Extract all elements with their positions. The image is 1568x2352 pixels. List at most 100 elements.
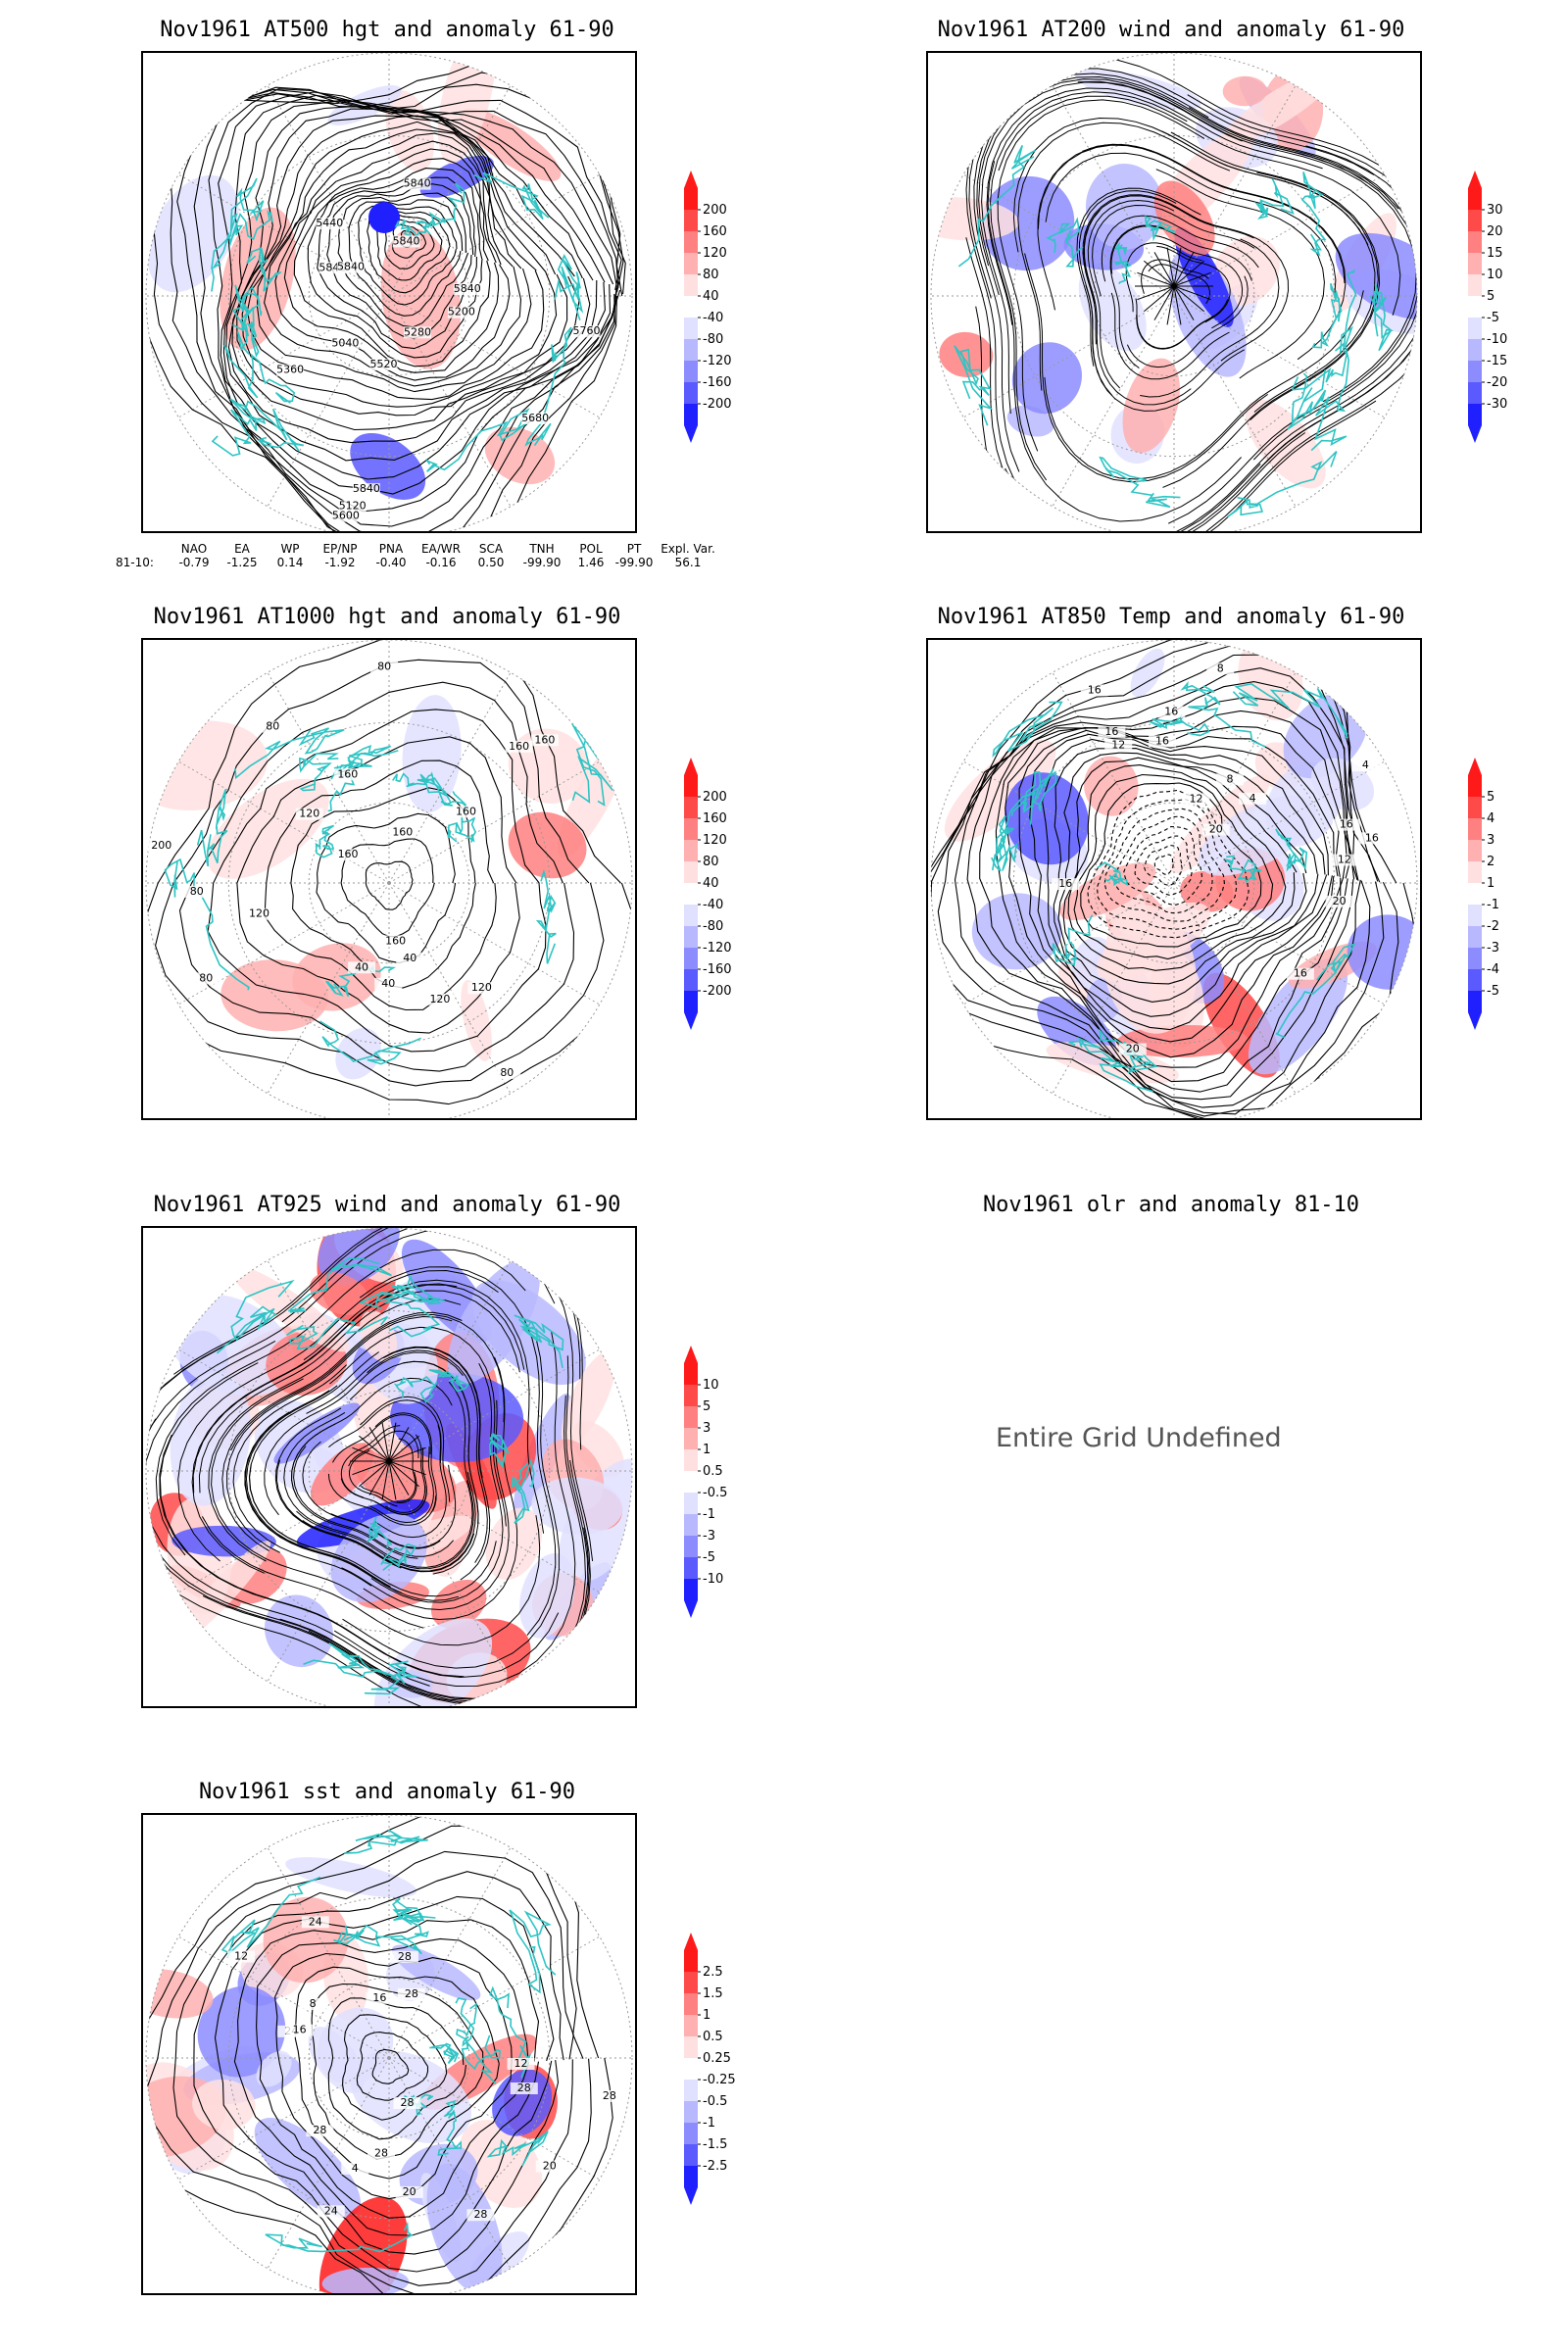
contour-line bbox=[1053, 748, 1319, 1017]
colorbar-segment bbox=[684, 775, 698, 797]
streamline bbox=[1155, 169, 1325, 379]
contour-label-bg bbox=[1052, 878, 1080, 891]
colorbar-tick-label: 2 bbox=[1487, 855, 1494, 869]
colorbar-tick-label: -5 bbox=[1487, 984, 1499, 999]
coastline bbox=[211, 177, 265, 292]
contour-label: 16 bbox=[1340, 818, 1353, 831]
colorbar-segment bbox=[684, 2123, 698, 2144]
colorbar-bottom-arrow bbox=[684, 1600, 698, 1618]
coastline bbox=[455, 1997, 477, 2047]
coastline bbox=[212, 210, 273, 270]
contour-label: 28 bbox=[400, 2096, 414, 2109]
coastline bbox=[1227, 451, 1338, 518]
streamline bbox=[1125, 242, 1202, 313]
colorbar-segment bbox=[684, 926, 698, 948]
contour-label-bg bbox=[341, 2162, 369, 2175]
colorbar-tick-label: -15 bbox=[1487, 354, 1507, 368]
contour-label-bg bbox=[403, 177, 431, 190]
colorbar-bottom-arrow bbox=[684, 1012, 698, 1030]
coastline bbox=[1097, 861, 1128, 887]
coastline bbox=[1291, 269, 1357, 391]
contour-label-bg bbox=[397, 1987, 425, 2000]
contour-label: 80 bbox=[500, 1066, 514, 1079]
anomaly-shading bbox=[220, 207, 296, 351]
streamline bbox=[1164, 201, 1290, 362]
contour-line bbox=[340, 838, 435, 938]
colorbar-tick-label: -4 bbox=[1487, 962, 1499, 977]
coastline bbox=[364, 1660, 417, 1695]
streamline bbox=[328, 1399, 442, 1463]
contour-label-bg bbox=[1357, 832, 1386, 845]
panel-title-at925: Nov1961 AT925 wind and anomaly 61-90 bbox=[153, 1193, 621, 1217]
contour-label-bg bbox=[338, 500, 367, 513]
contour-line bbox=[316, 812, 457, 964]
contour-label-bg bbox=[466, 2209, 495, 2222]
anomaly-shading bbox=[1059, 862, 1156, 921]
streamline bbox=[981, 81, 1243, 415]
coastline bbox=[315, 824, 335, 858]
contour-label-bg bbox=[369, 359, 398, 371]
streamline bbox=[383, 1381, 474, 1570]
streamline bbox=[1082, 143, 1347, 361]
contour-label: 16 bbox=[293, 2024, 307, 2036]
contour-label: 8 bbox=[1217, 662, 1224, 674]
colorbar-tick-label: 40 bbox=[703, 289, 719, 304]
colorbar-tick-label: -30 bbox=[1487, 397, 1507, 412]
colorbar-segment bbox=[1468, 404, 1482, 425]
contour-line bbox=[311, 1983, 485, 2160]
contour-label: 24 bbox=[324, 2204, 338, 2217]
streamline bbox=[329, 1326, 507, 1527]
streamline bbox=[177, 1269, 499, 1562]
contour-label: 20 bbox=[1209, 823, 1223, 836]
streamline bbox=[1162, 172, 1379, 488]
contour-label-bg bbox=[331, 337, 360, 350]
contour-label-bg bbox=[331, 510, 360, 522]
colorbar-tick-label: 0.25 bbox=[703, 2051, 731, 2066]
coastline bbox=[234, 400, 304, 452]
anomaly-shading bbox=[1335, 232, 1417, 320]
colorbar-segment bbox=[1468, 991, 1482, 1012]
colorbar-tick-label: -1 bbox=[1487, 898, 1499, 912]
coastline bbox=[325, 964, 397, 998]
streamline bbox=[1135, 298, 1214, 350]
streamline bbox=[173, 1228, 583, 1450]
contour-line bbox=[326, 183, 474, 339]
low-center-anomaly bbox=[368, 202, 400, 233]
colorbar-top-arrow bbox=[1468, 171, 1482, 188]
colorbar-segment bbox=[684, 188, 698, 210]
coastline bbox=[393, 1375, 438, 1403]
contour-line bbox=[264, 132, 522, 387]
streamline bbox=[230, 1313, 505, 1451]
colorbar-tick-label: 5 bbox=[1487, 790, 1494, 805]
index-header: WP bbox=[280, 542, 300, 556]
contour-line bbox=[227, 106, 591, 444]
pole-convergence bbox=[350, 1422, 428, 1500]
colorbar-tick-label: 0.5 bbox=[703, 1464, 723, 1479]
index-value: -99.90 bbox=[614, 556, 654, 569]
anomaly-shading bbox=[485, 1507, 543, 1581]
streamline bbox=[968, 68, 1375, 299]
colorbar-segment bbox=[684, 296, 698, 318]
anomaly-shading bbox=[1046, 1042, 1179, 1084]
contour-line bbox=[1067, 764, 1287, 971]
map-at1000: 80 120 160 80 160 40 40 160 200 120 40 80 160 160 120 1… bbox=[141, 638, 637, 1120]
contour-label: 5120 bbox=[339, 500, 367, 513]
streamline bbox=[987, 161, 1242, 522]
colorbar-segment bbox=[684, 2058, 698, 2080]
colorbar-segment bbox=[684, 1428, 698, 1449]
colorbar-segment bbox=[1468, 775, 1482, 797]
coastline bbox=[1275, 943, 1356, 1039]
index-value: -0.79 bbox=[178, 556, 210, 569]
contour-line bbox=[307, 168, 483, 359]
coastline bbox=[461, 2034, 501, 2085]
contour-label-bg bbox=[1080, 684, 1108, 697]
coastline bbox=[489, 1433, 511, 1469]
colorbar-tick-label: -40 bbox=[703, 898, 723, 912]
contour-label-bg bbox=[388, 826, 416, 839]
contour-label: 80 bbox=[199, 971, 213, 984]
contour-label: 16 bbox=[1294, 967, 1307, 980]
streamline bbox=[374, 1447, 427, 1516]
streamline bbox=[1045, 152, 1337, 295]
contour-label: 5440 bbox=[316, 217, 343, 229]
contour-label: 16 bbox=[1088, 683, 1102, 696]
